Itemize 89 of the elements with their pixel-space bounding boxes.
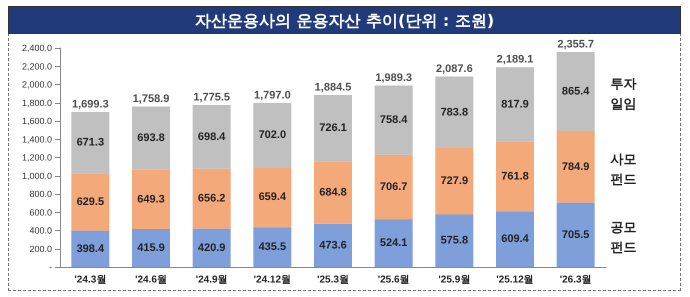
bar (556, 131, 595, 203)
data-label: 435.5 (258, 241, 286, 254)
series-label: 사모펀드 (610, 152, 637, 188)
x-tick-label: '25.9월 (438, 274, 470, 286)
series-label: 투자일임 (610, 77, 637, 112)
x-tick-label: '25.6월 (378, 274, 410, 286)
data-label: 706.7 (380, 180, 408, 193)
y-tick-label: - (49, 262, 52, 272)
data-label: 865.4 (562, 86, 590, 98)
data-label: 659.4 (258, 191, 287, 204)
bar (71, 112, 110, 174)
bar (253, 167, 292, 228)
bar (314, 224, 352, 267)
data-label: 693.8 (137, 132, 165, 144)
bar (71, 173, 110, 231)
total-label: 2,087.6 (436, 63, 473, 76)
bar (374, 85, 413, 155)
data-label: 684.8 (319, 186, 347, 199)
total-label: 1,884.5 (314, 82, 352, 94)
bar (435, 76, 474, 148)
x-tick-label: '24.12월 (254, 274, 292, 286)
data-label: 575.8 (440, 234, 468, 247)
bar (192, 104, 231, 169)
total-label: 1,775.5 (193, 91, 230, 104)
y-tick-label: 400.0 (29, 226, 52, 236)
bar (435, 148, 474, 214)
y-tick-label: 200.0 (29, 244, 52, 254)
x-tick-label: '24.6월 (135, 274, 167, 286)
series-label: 공모펀드 (610, 220, 637, 256)
x-tick-label: '25.3월 (317, 274, 349, 286)
bar (192, 168, 231, 229)
bar (71, 230, 110, 267)
bar (374, 219, 413, 267)
data-label: 783.8 (440, 106, 468, 118)
data-label: 784.9 (562, 160, 590, 173)
bar (496, 142, 534, 212)
y-tick-label: 2,200.0 (22, 61, 52, 72)
x-tick-label: '24.9월 (196, 274, 228, 286)
bar (132, 229, 170, 267)
data-label: 726.1 (319, 122, 347, 134)
data-label: 649.3 (137, 193, 165, 206)
data-label: 609.4 (501, 233, 530, 246)
x-tick-label: '24.3월 (74, 274, 106, 286)
y-tick-label: 1,800.0 (22, 98, 52, 108)
total-label: 1,989.3 (375, 72, 412, 84)
x-tick-label: '25.12월 (496, 274, 534, 286)
chart-title: 자산운용사의 운용자산 추이(단위 : 조원) (8, 6, 681, 34)
data-label: 629.5 (76, 196, 104, 208)
y-tick-label: 800.0 (29, 189, 52, 199)
total-label: 2,189.1 (496, 54, 534, 66)
bar (496, 67, 534, 142)
bar (192, 228, 231, 267)
bar (556, 52, 595, 131)
data-label: 656.2 (198, 192, 226, 205)
bar (253, 103, 292, 168)
total-label: 2,355.7 (557, 38, 594, 51)
data-label: 705.5 (562, 228, 590, 241)
bar (374, 154, 413, 220)
total-label: 1,758.9 (132, 92, 170, 105)
total-label: 1,699.3 (72, 98, 109, 110)
bar (253, 227, 292, 267)
data-label: 817.9 (501, 98, 529, 111)
y-tick-label: 1,200.0 (22, 152, 52, 162)
data-label: 727.9 (440, 175, 468, 188)
data-label: 702.0 (258, 129, 286, 142)
data-label: 524.1 (380, 237, 408, 250)
data-label: 758.4 (380, 114, 408, 126)
data-label: 473.6 (319, 239, 347, 252)
y-tick-label: 2,400.0 (22, 43, 52, 53)
y-tick-label: 1,600.0 (22, 116, 52, 126)
bar (314, 161, 352, 224)
bar (132, 106, 170, 170)
bar (496, 211, 534, 267)
data-label: 761.8 (501, 170, 529, 183)
y-tick-label: 1,400.0 (22, 134, 52, 144)
data-label: 415.9 (137, 242, 165, 254)
data-label: 398.4 (76, 242, 105, 255)
x-tick-label: '26.3월 (560, 274, 592, 286)
total-label: 1,797.0 (254, 90, 291, 102)
y-tick-label: 600.0 (29, 207, 52, 218)
data-label: 698.4 (198, 130, 226, 143)
y-tick-label: 1,000.0 (22, 170, 52, 181)
bar (132, 170, 170, 230)
y-tick-label: 2,000.0 (22, 80, 52, 90)
bar (435, 214, 474, 267)
bar (314, 95, 352, 162)
data-label: 420.9 (198, 242, 226, 254)
bar (556, 202, 595, 267)
data-label: 671.3 (76, 136, 104, 149)
